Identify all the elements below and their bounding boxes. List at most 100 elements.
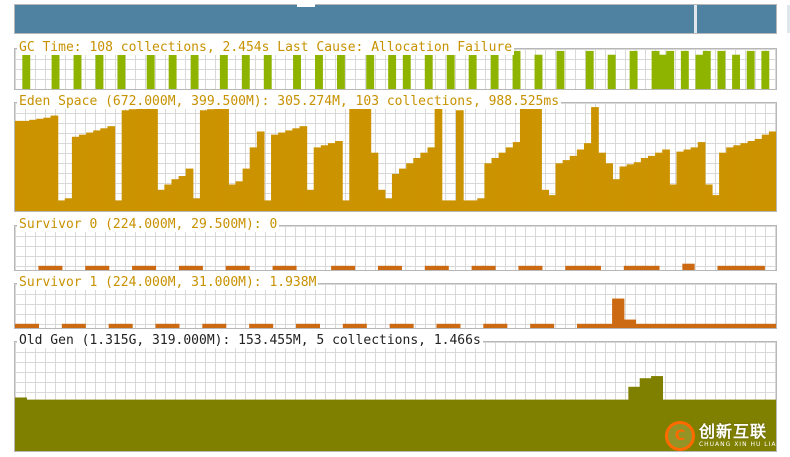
chart-bar-51	[612, 298, 625, 328]
chart-bar-45	[526, 399, 539, 451]
chart-bar-78	[585, 50, 594, 89]
chart-bar-33	[249, 147, 258, 211]
chart-bar-15	[121, 110, 130, 211]
chart-bar-31	[235, 181, 244, 211]
chart-bar-83	[605, 163, 614, 211]
chart-bar-78	[569, 155, 578, 211]
chart-bar-27	[321, 399, 334, 451]
heap-gap-marker	[694, 5, 697, 33]
chart-bar-19	[230, 399, 243, 451]
chart-bar-102	[740, 143, 749, 211]
chart-bar-58	[694, 323, 707, 328]
chart-bar-20	[249, 323, 262, 328]
chart-bar-2	[29, 119, 37, 211]
chart-bar-4	[60, 399, 73, 451]
chart-bar-82	[598, 152, 606, 211]
chart-bar-39	[457, 399, 470, 451]
chart-bar-7	[96, 265, 110, 270]
eden-space-title: Eden Space (672.000M, 399.500M): 305.274…	[17, 94, 562, 109]
survivor-0-panel: Survivor 0 (224.000M, 29.500M): 0	[14, 217, 777, 271]
chart-bar-22	[272, 265, 285, 270]
chart-bar-20	[157, 189, 165, 211]
chart-bar-59	[434, 107, 443, 211]
chart-bar-8	[108, 323, 121, 328]
chart-bar-9	[120, 323, 133, 328]
chart-bar-43	[320, 145, 329, 211]
survivor-1-chart	[15, 298, 776, 328]
chart-bar-14	[178, 265, 192, 270]
chart-bar-27	[207, 109, 215, 211]
chart-bar-65	[753, 399, 766, 451]
chart-bar-38	[285, 130, 293, 211]
chart-bar-75	[548, 195, 557, 211]
chart-bar-11	[139, 399, 152, 451]
chart-bar-32	[242, 168, 251, 211]
chart-bar-93	[676, 151, 685, 211]
chart-bar-32	[389, 323, 402, 328]
chart-bar-44	[530, 265, 543, 270]
chart-bar-24	[287, 399, 300, 451]
gc-time-chart	[22, 50, 770, 89]
chart-bar-41	[306, 189, 315, 211]
chart-bar-14	[114, 200, 123, 211]
chart-bar-40	[299, 126, 308, 211]
chart-bar-4	[61, 323, 75, 328]
old-gen-title: Old Gen (1.315G, 319.000M): 153.455M, 5 …	[17, 333, 483, 348]
chart-bar-104	[754, 138, 763, 211]
old-gen-chart	[15, 376, 776, 451]
chart-bar-7	[94, 399, 107, 451]
chart-bar-47	[349, 107, 357, 211]
chart-bar-31	[241, 50, 250, 89]
chart-bar-5	[71, 399, 84, 451]
chart-bar-71	[534, 54, 543, 89]
chart-bar-100	[746, 50, 755, 89]
chart-bar-37	[448, 323, 461, 328]
chart-bar-41	[315, 54, 323, 89]
chart-bar-73	[534, 107, 542, 211]
chart-bar-41	[495, 323, 508, 328]
chart-bar-23	[276, 399, 289, 451]
chart-bar-98	[711, 195, 720, 211]
chart-bar-12	[155, 323, 168, 328]
chart-bar-44	[327, 143, 336, 211]
chart-bar-66	[764, 399, 776, 451]
chart-bar-7	[64, 198, 73, 211]
chart-bar-97	[704, 184, 713, 211]
chart-bar-1	[22, 120, 30, 211]
chart-bar-29	[221, 107, 229, 211]
chart-bar-36	[436, 323, 449, 328]
chart-bar-53	[616, 399, 629, 451]
chart-bar-64	[470, 200, 478, 211]
chart-bar-24	[190, 50, 199, 89]
chart-bar-1	[26, 323, 40, 328]
chart-bar-48	[576, 265, 590, 270]
chart-bar-11	[95, 54, 104, 89]
chart-bar-49	[363, 106, 372, 211]
chart-bar-37	[435, 399, 448, 451]
chart-bar-29	[354, 323, 367, 328]
survivor-0-chart	[38, 263, 765, 270]
chart-bar-21	[168, 54, 177, 89]
chart-bar-87	[651, 50, 660, 89]
chart-bar-6	[85, 265, 98, 270]
chart-bar-100	[726, 147, 734, 211]
chart-bar-10	[128, 399, 141, 451]
chart-bar-12	[100, 128, 109, 211]
chart-bar-11	[93, 130, 101, 211]
chart-bar-37	[278, 132, 286, 211]
chart-bar-25	[298, 399, 311, 451]
chart-bar-92	[669, 184, 678, 211]
chart-bar-36	[423, 399, 436, 451]
chart-bar-98	[732, 54, 741, 89]
chart-bar-53	[635, 323, 648, 328]
chart-bar-16	[128, 109, 137, 211]
chart-bar-17	[135, 108, 144, 211]
chart-bar-54	[647, 265, 660, 270]
chart-bar-9	[117, 399, 130, 451]
chart-bar-88	[640, 157, 649, 211]
chart-bar-74	[556, 50, 565, 89]
chart-bar-48	[560, 399, 573, 451]
chart-bar-32	[389, 265, 402, 270]
chart-bar-38	[293, 50, 301, 89]
chart-bar-87	[633, 162, 642, 211]
